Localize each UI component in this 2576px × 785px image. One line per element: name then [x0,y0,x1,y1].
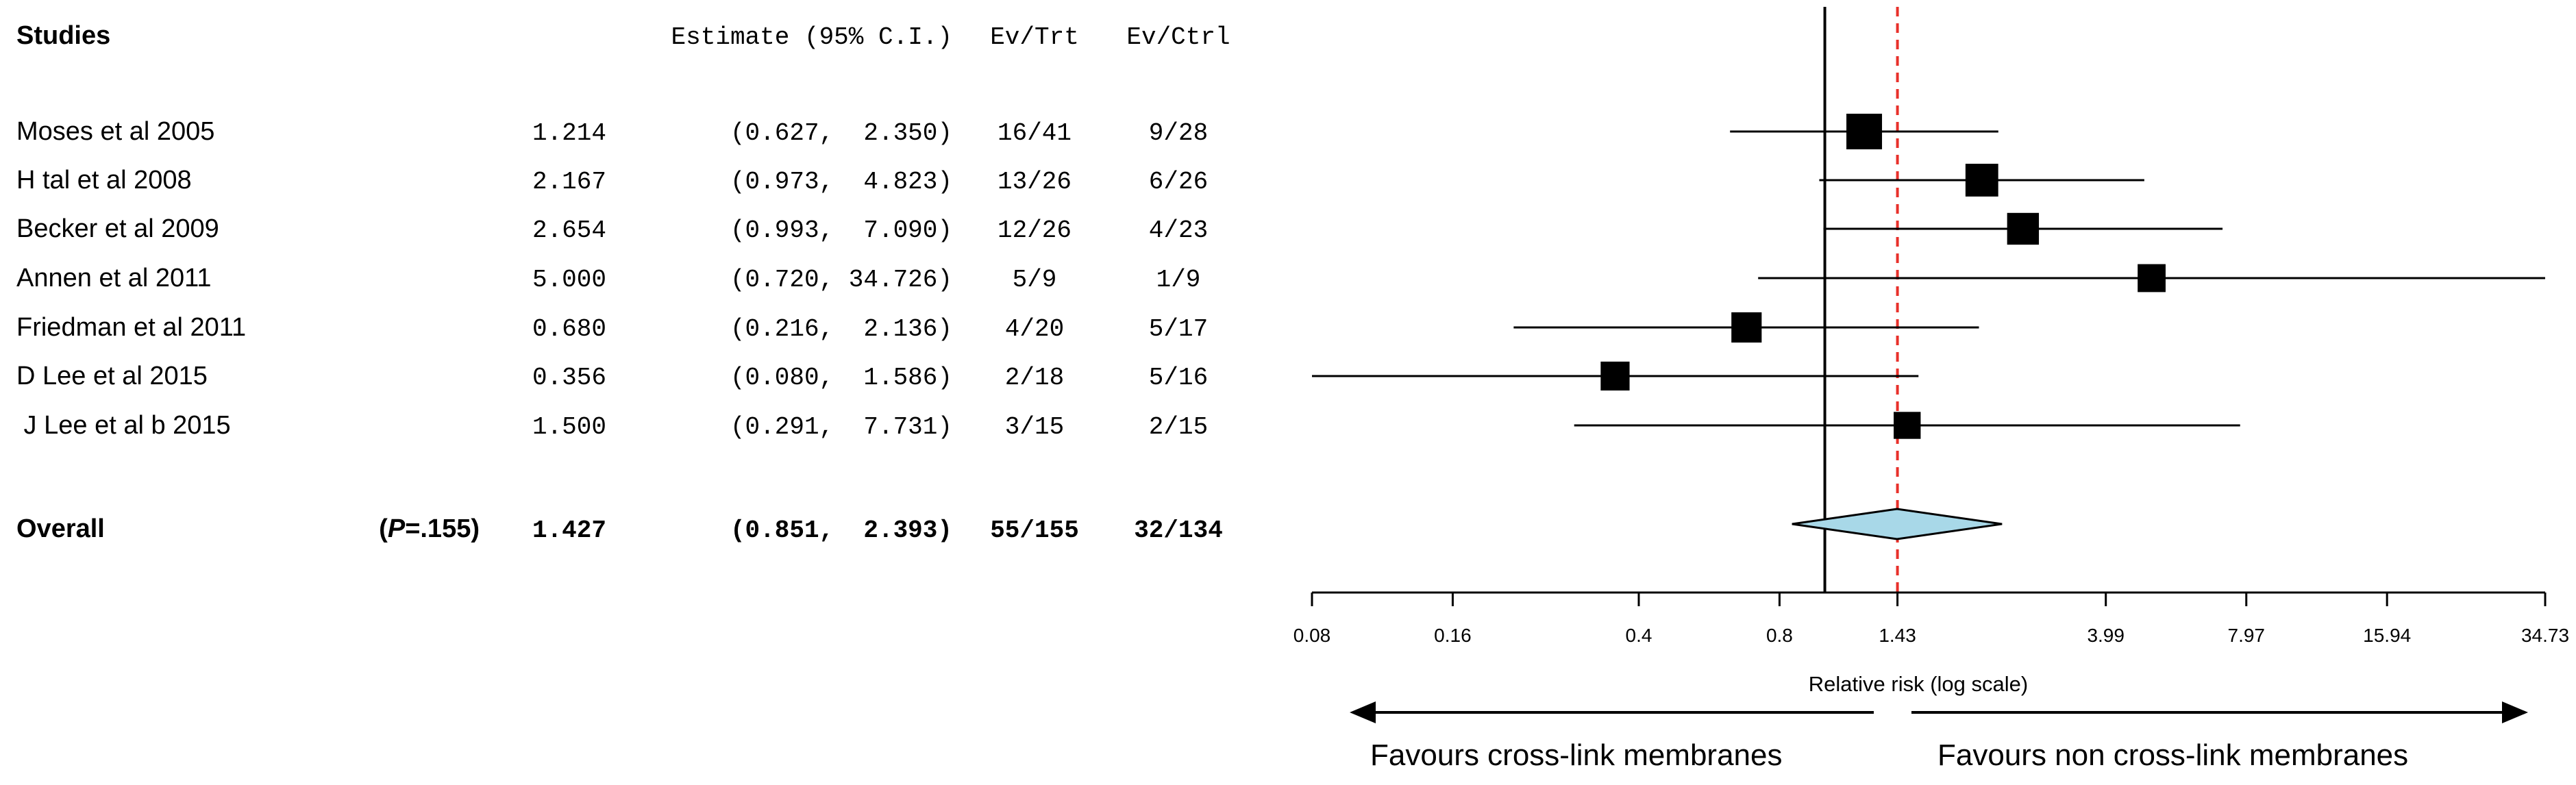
study-ci: (0.627, 2.350) [730,119,952,147]
overall-row: Overall (P=.155) 1.427 (0.851, 2.393) 55… [16,514,1223,545]
study-row: D Lee et al 2015 0.356 (0.080, 1.586) 2/… [16,362,1208,392]
study-ev-trt: 5/9 [1013,266,1057,294]
x-axis-label: Relative risk (log scale) [1809,672,2028,696]
favours-right-arrow [1911,701,2528,723]
point-estimate-square [2007,212,2040,245]
study-ev-trt: 4/20 [1005,315,1064,343]
point-estimate-square [1894,412,1921,439]
study-row: J Lee et al b 2015 1.500 (0.291, 7.731) … [16,411,1208,441]
favours-left-label: Favours cross-link membranes [1370,738,1783,772]
favours-left-arrow [1350,701,1874,723]
x-tick-label: 3.99 [2087,625,2125,646]
x-tick-label: 0.4 [1626,625,1652,646]
header-ev-trt: Ev/Trt [990,23,1079,51]
study-estimate: 2.654 [532,216,606,245]
header-studies: Studies [16,21,110,50]
study-ev-ctrl: 9/28 [1149,119,1208,147]
x-tick-label: 0.8 [1766,625,1793,646]
study-name: J Lee et al b 2015 [16,411,231,440]
x-tick-label: 7.97 [2228,625,2266,646]
overall-ev-trt: 55/155 [990,516,1079,545]
overall-ev-ctrl: 32/134 [1134,516,1223,545]
study-ev-ctrl: 1/9 [1156,266,1201,294]
point-estimate-square [1846,114,1883,149]
study-estimate: 1.214 [532,119,606,147]
study-row: Friedman et al 2011 0.680 (0.216, 2.136)… [16,313,1208,343]
header-ev-ctrl: Ev/Ctrl [1126,23,1230,51]
study-ci: (0.993, 7.090) [730,216,952,245]
study-name: Annen et al 2011 [16,264,212,292]
x-tick-label: 34.73 [2521,625,2569,646]
study-estimate: 1.500 [532,413,606,441]
plot-area [1312,7,2545,593]
overall-estimate: 1.427 [532,516,606,545]
study-name: D Lee et al 2015 [16,362,208,390]
study-estimate: 0.356 [532,364,606,392]
study-name: H tal et al 2008 [16,166,192,195]
study-ev-trt: 3/15 [1005,413,1064,441]
x-tick-label: 1.43 [1879,625,1916,646]
point-estimate-square [1965,164,1998,197]
study-name: Becker et al 2009 [16,214,219,243]
x-tick-label: 0.08 [1293,625,1331,646]
overall-diamond [1792,508,2003,540]
point-estimate-square [1731,312,1762,343]
study-ev-trt: 16/41 [998,119,1072,147]
x-tick-label: 15.94 [2363,625,2411,646]
study-ci: (0.080, 1.586) [730,364,952,392]
overall-p-value: (P=.155) [379,514,480,543]
study-estimate: 0.680 [532,315,606,343]
study-ev-trt: 12/26 [998,216,1072,245]
study-name: Friedman et al 2011 [16,313,246,342]
overall-label: Overall [16,514,105,543]
study-ci: (0.216, 2.136) [730,315,952,343]
point-estimate-square [1600,361,1630,391]
study-estimate: 2.167 [532,168,606,196]
study-name: Moses et al 2005 [16,117,214,146]
favours-right-label: Favours non cross-link membranes [1937,738,2408,772]
study-ev-trt: 13/26 [998,168,1072,196]
study-ci: (0.973, 4.823) [730,168,952,196]
study-ci: (0.291, 7.731) [730,413,952,441]
study-row: Becker et al 2009 2.654 (0.993, 7.090) 1… [16,214,1208,245]
study-ev-trt: 2/18 [1005,364,1064,392]
study-row: Moses et al 2005 1.214 (0.627, 2.350) 16… [16,117,1208,147]
x-axis: 0.08 0.16 0.4 0.8 1.43 3.99 7.97 15.94 34.73 [1293,591,2569,646]
study-ev-ctrl: 4/23 [1149,216,1208,245]
x-tick-label: 0.16 [1434,625,1472,646]
study-ev-ctrl: 6/26 [1149,168,1208,196]
study-ev-ctrl: 2/15 [1149,413,1208,441]
point-estimate-square [2138,264,2166,292]
overall-ci: (0.851, 2.393) [730,516,952,545]
study-ev-ctrl: 5/17 [1149,315,1208,343]
study-row: Annen et al 2011 5.000 (0.720, 34.726) 5… [16,264,1200,294]
study-row: H tal et al 2008 2.167 (0.973, 4.823) 13… [16,166,1208,196]
study-estimate: 5.000 [532,266,606,294]
header-estimate: Estimate (95% C.I.) [671,23,952,51]
study-ev-ctrl: 5/16 [1149,364,1208,392]
study-ci: (0.720, 34.726) [730,266,952,294]
